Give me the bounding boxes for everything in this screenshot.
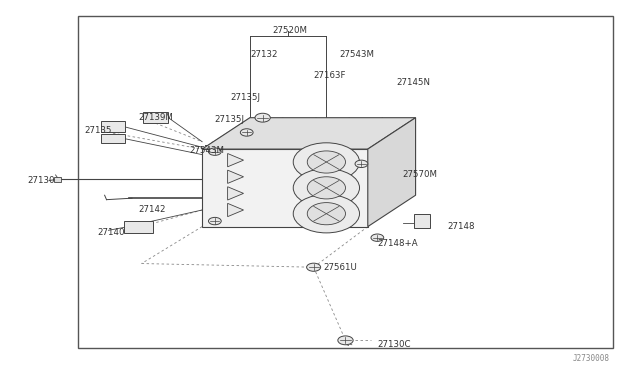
Text: 27561U: 27561U bbox=[323, 263, 357, 272]
Text: 27148: 27148 bbox=[447, 222, 475, 231]
Polygon shape bbox=[228, 170, 244, 183]
Polygon shape bbox=[228, 187, 244, 200]
Circle shape bbox=[241, 129, 253, 136]
Text: 27135J: 27135J bbox=[231, 93, 260, 102]
Polygon shape bbox=[202, 118, 415, 149]
Circle shape bbox=[307, 177, 346, 199]
Bar bbox=[54, 177, 61, 182]
Text: 27140: 27140 bbox=[97, 228, 124, 237]
Circle shape bbox=[355, 160, 368, 167]
Circle shape bbox=[371, 234, 384, 241]
Circle shape bbox=[209, 148, 221, 155]
Polygon shape bbox=[228, 203, 244, 217]
Circle shape bbox=[293, 143, 360, 181]
Text: 27543M: 27543M bbox=[189, 147, 225, 155]
Bar bbox=[124, 221, 153, 233]
Polygon shape bbox=[228, 154, 244, 167]
Circle shape bbox=[338, 336, 353, 345]
Text: 27130: 27130 bbox=[27, 176, 54, 185]
Text: 27142: 27142 bbox=[138, 205, 166, 215]
Text: 27520M: 27520M bbox=[272, 26, 307, 35]
Text: J2730008: J2730008 bbox=[573, 354, 610, 363]
Bar bbox=[100, 121, 125, 132]
Circle shape bbox=[307, 203, 346, 225]
Text: 27145N: 27145N bbox=[396, 78, 431, 87]
Text: 27570M: 27570M bbox=[403, 170, 438, 179]
Text: 27132: 27132 bbox=[250, 51, 277, 60]
Text: 27163F: 27163F bbox=[314, 71, 346, 80]
Bar bbox=[100, 134, 125, 143]
Circle shape bbox=[209, 217, 221, 225]
Bar bbox=[414, 214, 430, 228]
Circle shape bbox=[293, 195, 360, 233]
Text: 27135J: 27135J bbox=[215, 115, 245, 124]
Bar bbox=[143, 112, 168, 123]
Circle shape bbox=[293, 169, 360, 207]
Text: 27148+A: 27148+A bbox=[378, 239, 418, 248]
Bar bbox=[78, 16, 613, 349]
Polygon shape bbox=[202, 149, 368, 227]
Circle shape bbox=[307, 151, 346, 173]
Text: 27543M: 27543M bbox=[339, 51, 374, 60]
Circle shape bbox=[307, 263, 321, 271]
Polygon shape bbox=[368, 118, 415, 227]
Text: 27135: 27135 bbox=[84, 126, 112, 135]
Circle shape bbox=[255, 113, 270, 122]
Text: 27139M: 27139M bbox=[138, 113, 173, 122]
Text: 27130C: 27130C bbox=[378, 340, 411, 349]
